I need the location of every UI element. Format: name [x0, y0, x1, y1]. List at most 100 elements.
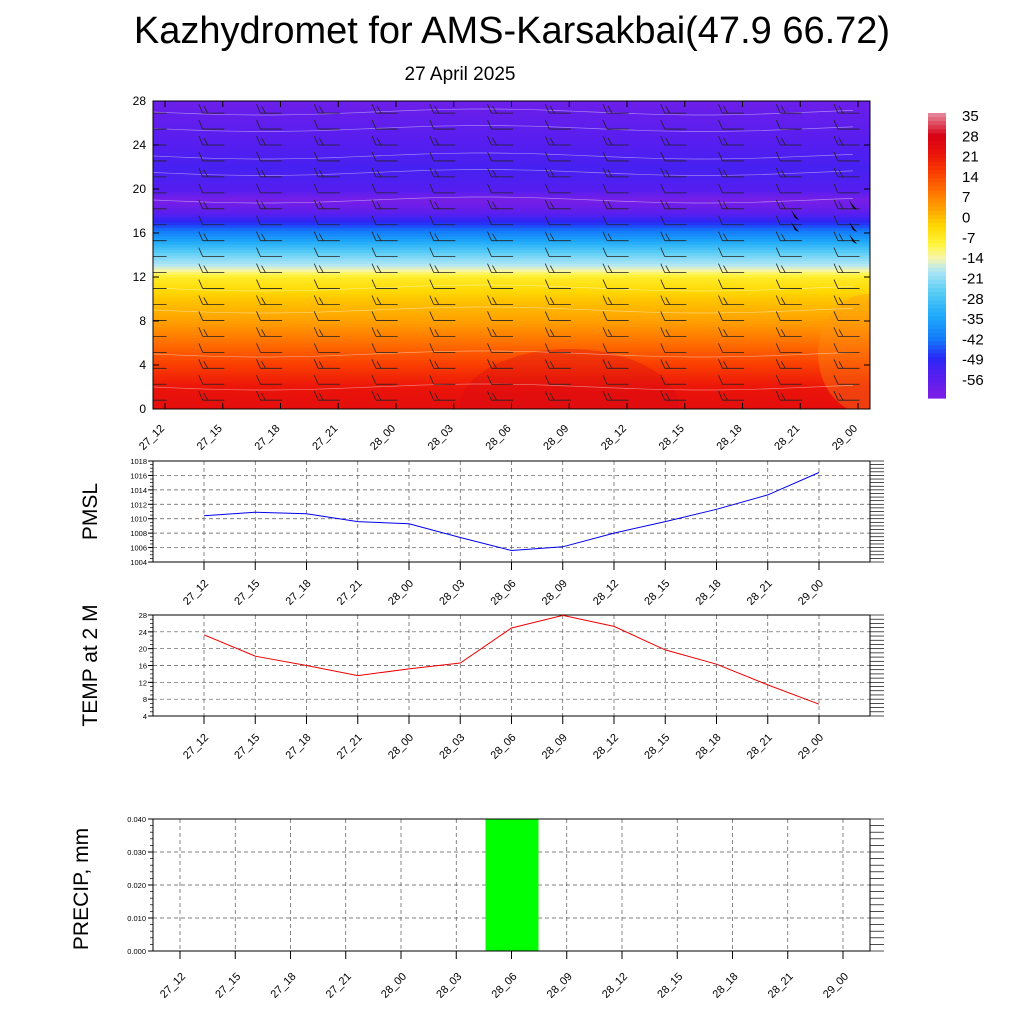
wind-barb-flag: [256, 167, 261, 178]
colorbar-swatch: [928, 279, 946, 285]
x-tick-label: 29_00: [830, 423, 860, 453]
temperature-band: [153, 180, 870, 185]
colorbar-swatch: [928, 328, 946, 334]
colorbar-swatch: [928, 296, 946, 301]
wind-barb-flag: [434, 201, 440, 209]
colorbar-swatch: [928, 361, 946, 367]
colorbar-swatch: [928, 275, 946, 281]
temperature-band: [153, 114, 870, 119]
temperature-contour: [153, 350, 854, 358]
wind-barb-flag: [549, 361, 555, 369]
wind-barb-flag: [318, 169, 324, 178]
wind-barb-flag: [775, 359, 781, 369]
temperature-band: [153, 164, 870, 168]
wind-barb-flag: [318, 265, 324, 273]
wind-barb-flag: [838, 393, 844, 401]
chart-subtitle: 27 April 2025: [404, 64, 516, 85]
warm-core: [818, 294, 870, 409]
temperature-band: [153, 370, 870, 374]
colorbar-swatch: [928, 214, 946, 220]
colorbar-swatch: [928, 222, 946, 228]
temperature-band: [153, 381, 870, 385]
wind-barb-flag: [141, 200, 145, 209]
wind-barb-flag: [146, 361, 150, 368]
wind-barb-flag: [665, 169, 671, 178]
plot-frame: [152, 818, 871, 952]
temperature-band: [153, 213, 870, 218]
x-tick-label: 28_18: [711, 971, 741, 1001]
temperature-band: [153, 312, 870, 317]
wind-barb-flag: [833, 215, 839, 225]
wind-barb-flag: [549, 105, 555, 114]
colorbar-label: -49: [962, 352, 984, 369]
colorbar-swatch: [928, 243, 946, 248]
temperature-band: [153, 359, 870, 363]
wind-barb-flag: [718, 311, 723, 321]
wind-barb-flag: [775, 375, 781, 385]
x-tick-label: 28_18: [694, 732, 724, 762]
x-tick-label: 27_15: [195, 423, 225, 453]
wind-barb-flag: [607, 265, 613, 273]
wind-barb-flag: [549, 169, 555, 178]
temperature-band: [153, 274, 870, 278]
temperature-band: [153, 120, 870, 124]
x-tick-label: 28_15: [642, 578, 672, 608]
wind-barb-flag: [256, 199, 261, 209]
x-tick-label: 28_06: [490, 971, 520, 1001]
wind-barb-flag: [665, 361, 671, 369]
wind-barb-flag: [313, 327, 319, 337]
x-tick-label: 28_09: [545, 971, 575, 1001]
temperature-band: [153, 367, 870, 372]
colorbar-swatch: [928, 336, 946, 342]
wind-barb-flag: [371, 231, 377, 241]
wind-barb-flag: [376, 233, 382, 241]
temperature-contour: [153, 196, 854, 204]
y-tick-label: 1008: [130, 529, 147, 538]
colorbar-swatch: [928, 320, 946, 326]
wind-barb-flag: [141, 168, 145, 177]
temperature-band: [153, 172, 870, 176]
wind-barb-flag: [833, 311, 839, 321]
colorbar-swatch: [928, 210, 946, 216]
y-tick-label: 28: [139, 611, 147, 620]
colorbar-swatch: [928, 251, 946, 257]
wind-barb-flag: [487, 343, 492, 353]
x-tick-label: 28_00: [386, 732, 416, 762]
temperature-band: [153, 183, 870, 187]
wind-barb-flag: [141, 248, 145, 257]
wind-barb-flag: [602, 391, 608, 401]
temperature-band: [153, 222, 870, 226]
wind-barb-flag: [718, 199, 723, 209]
temperature-band: [153, 125, 870, 130]
temperature-band: [153, 109, 870, 113]
temperature-contour: [153, 306, 854, 314]
x-tick-label: 28_12: [591, 578, 621, 608]
wind-barb-flag: [838, 169, 844, 178]
x-tick-label: 28_06: [489, 732, 519, 762]
wind-barb-flag: [838, 361, 844, 369]
temperature-band: [153, 387, 870, 391]
wind-barb-flag: [660, 311, 666, 321]
temperature-band: [153, 301, 870, 306]
wind-barb-flag: [261, 265, 266, 273]
y-tick-label: 1012: [130, 500, 147, 509]
wind-barb-flag: [429, 183, 435, 194]
colorbar-swatch: [928, 288, 946, 293]
wind-barb-flag: [492, 393, 497, 401]
temperature-band: [153, 389, 870, 394]
wind-barb-flag: [718, 359, 723, 369]
wind-barb-flag: [487, 103, 492, 114]
wind-barb-flag: [775, 295, 781, 305]
colorbar-swatch: [928, 186, 946, 191]
wind-barb-flag: [429, 103, 435, 114]
temperature-band: [153, 145, 870, 149]
y-tick-label: 1004: [130, 558, 147, 567]
x-tick-label: 28_18: [694, 578, 724, 608]
temperature-band: [153, 282, 870, 286]
temperature-band: [153, 307, 870, 311]
colorbar-swatch: [928, 206, 946, 212]
x-tick-label: 28_00: [379, 971, 409, 1001]
wind-barb-flag: [492, 297, 497, 305]
wind-barb-flag: [602, 151, 608, 162]
colorbar-swatch: [928, 198, 946, 204]
